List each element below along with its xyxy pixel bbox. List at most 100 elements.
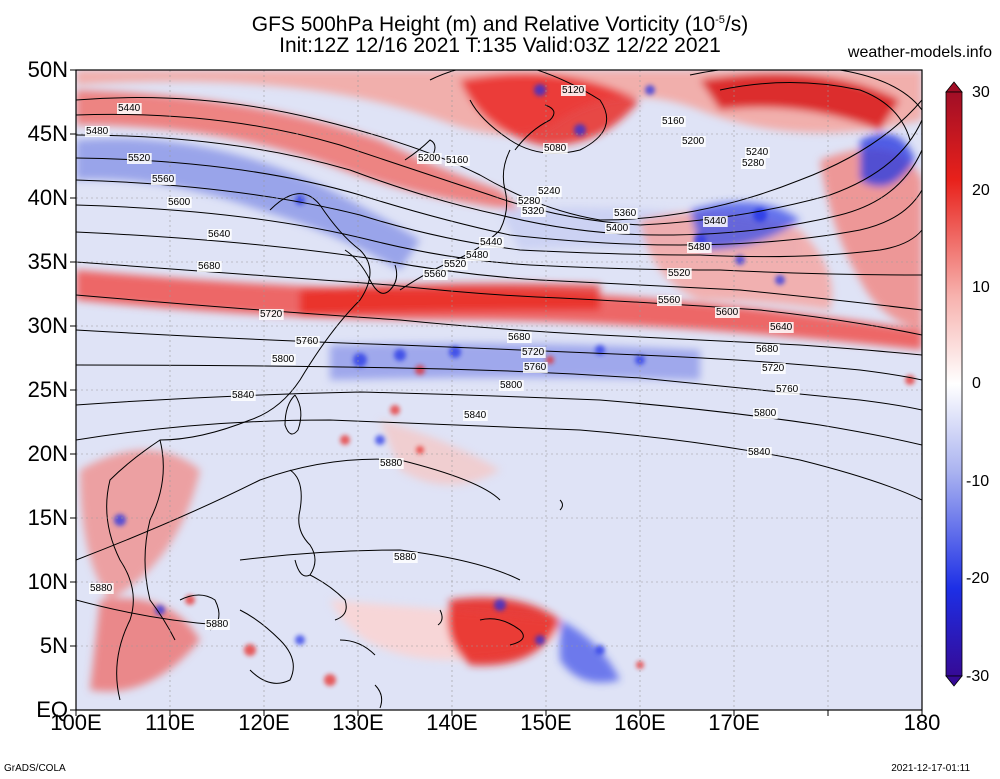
contour-label-bg <box>197 261 222 272</box>
footer-timestamp: 2021-12-17-01:11 <box>891 763 970 774</box>
lat-label: 20N <box>27 441 68 466</box>
contour-label-bg <box>761 363 786 374</box>
contour-label-bg <box>259 309 284 320</box>
contour-label-bg <box>747 447 772 458</box>
contour-label: 5480 <box>466 250 489 261</box>
lat-label: 25N <box>27 377 68 402</box>
contour-label: 5760 <box>776 384 799 395</box>
contour-label-bg <box>465 250 490 261</box>
chart-subtitle: Init:12Z 12/16 2021 T:135 Valid:03Z 12/2… <box>279 34 721 57</box>
contour-label-bg <box>499 380 524 391</box>
lon-label: 100E <box>50 710 102 735</box>
contour-label: 5080 <box>544 143 567 154</box>
contour-label: 5560 <box>152 174 175 185</box>
title-text: GFS 500hPa Height (m) and Relative Vorti… <box>251 13 716 36</box>
contour-label: 5520 <box>668 268 691 279</box>
contour-label-bg <box>775 384 800 395</box>
contour-label-bg <box>521 206 546 217</box>
contour-label-bg <box>207 229 232 240</box>
contour-label: 5480 <box>688 242 711 253</box>
contour-label: 5560 <box>658 295 681 306</box>
contour-label: 5520 <box>444 259 467 270</box>
contour-label: 5800 <box>754 408 777 419</box>
contour-label: 5160 <box>662 116 685 127</box>
lat-label: 10N <box>27 569 68 594</box>
contour-label-bg <box>271 354 296 365</box>
lon-label: 140E <box>426 710 478 735</box>
lat-label: EQ <box>36 697 68 722</box>
contour-label-bg <box>231 390 256 401</box>
contour-label-bg <box>517 196 542 207</box>
lon-label: 120E <box>238 710 290 735</box>
contour-label: 5320 <box>522 206 545 217</box>
contour-label-bg <box>745 147 770 158</box>
contour-label: 5600 <box>716 307 739 318</box>
contour-label: 5480 <box>86 126 109 137</box>
contour-label: 5800 <box>272 354 295 365</box>
site-credit: weather-models.info <box>847 44 992 61</box>
contour-label-bg <box>205 619 230 630</box>
contour-label: 5240 <box>538 186 561 197</box>
contour-label: 5560 <box>424 269 447 280</box>
contour-label-bg <box>537 186 562 197</box>
contour-label-bg <box>681 136 706 147</box>
lon-label: 110E <box>145 710 195 735</box>
lat-label: 30N <box>27 313 68 338</box>
contour-label-bg <box>127 153 152 164</box>
colorbar-bottom-arrow <box>945 675 963 687</box>
lon-label: 180 <box>903 710 941 735</box>
contour-label: 5680 <box>198 261 221 272</box>
contour-label-bg <box>687 242 712 253</box>
contour-label-bg <box>561 85 586 96</box>
contour-label-bg <box>423 269 448 280</box>
lat-label: 45N <box>27 121 68 146</box>
contour-label: 5720 <box>260 309 283 320</box>
contour-label: 5880 <box>90 583 113 594</box>
contour-label-bg <box>613 208 638 219</box>
colorbar-label: -10 <box>966 473 990 490</box>
lat-label: 40N <box>27 185 68 210</box>
contour-label: 5880 <box>394 552 417 563</box>
colorbar-label: 30 <box>972 84 990 101</box>
contour-label-bg <box>741 158 766 169</box>
contour-label-bg <box>605 223 630 234</box>
contour-label: 5520 <box>128 153 151 164</box>
contour-label-bg <box>661 116 686 127</box>
contour-label: 5880 <box>206 619 229 630</box>
lon-label: 170E <box>708 710 760 735</box>
contour-label-bg <box>543 143 568 154</box>
contour-label: 5680 <box>756 344 779 355</box>
contour-label: 5840 <box>232 390 255 401</box>
contour-label-bg <box>521 347 546 358</box>
contour-label: 5200 <box>418 153 441 164</box>
contour-label-bg <box>295 336 320 347</box>
colorbar <box>945 81 963 687</box>
contour-label-bg <box>445 155 470 166</box>
contour-label: 5760 <box>524 362 547 373</box>
contour-label: 5400 <box>606 223 629 234</box>
contour-label: 5440 <box>704 216 727 227</box>
contour-labels: 5440 5480 5520 5560 5600 5640 5680 5720 … <box>85 85 800 630</box>
contour-label: 5800 <box>500 380 523 391</box>
lat-label: 50N <box>27 57 68 82</box>
lon-label: 150E <box>520 710 572 735</box>
contour-label: 5760 <box>296 336 319 347</box>
contour-label: 5640 <box>208 229 231 240</box>
footer-credit: GrADS/COLA <box>4 763 66 774</box>
axis-ticks <box>70 69 923 716</box>
contour-label: 5120 <box>562 85 585 96</box>
contour-label-bg <box>151 174 176 185</box>
contour-label-bg <box>769 322 794 333</box>
contour-label-bg <box>443 259 468 270</box>
colorbar-top-arrow <box>945 81 963 93</box>
contour-label-bg <box>657 295 682 306</box>
colorbar-label: 0 <box>972 375 981 392</box>
contour-label-bg <box>417 153 442 164</box>
contour-label-bg <box>479 237 504 248</box>
vorticity-field: 5440 5480 5520 5560 5600 5640 5680 5720 … <box>76 70 922 710</box>
contour-label: 5240 <box>746 147 769 158</box>
contour-label-bg <box>715 307 740 318</box>
contour-label-bg <box>753 408 778 419</box>
contour-label-bg <box>507 332 532 343</box>
